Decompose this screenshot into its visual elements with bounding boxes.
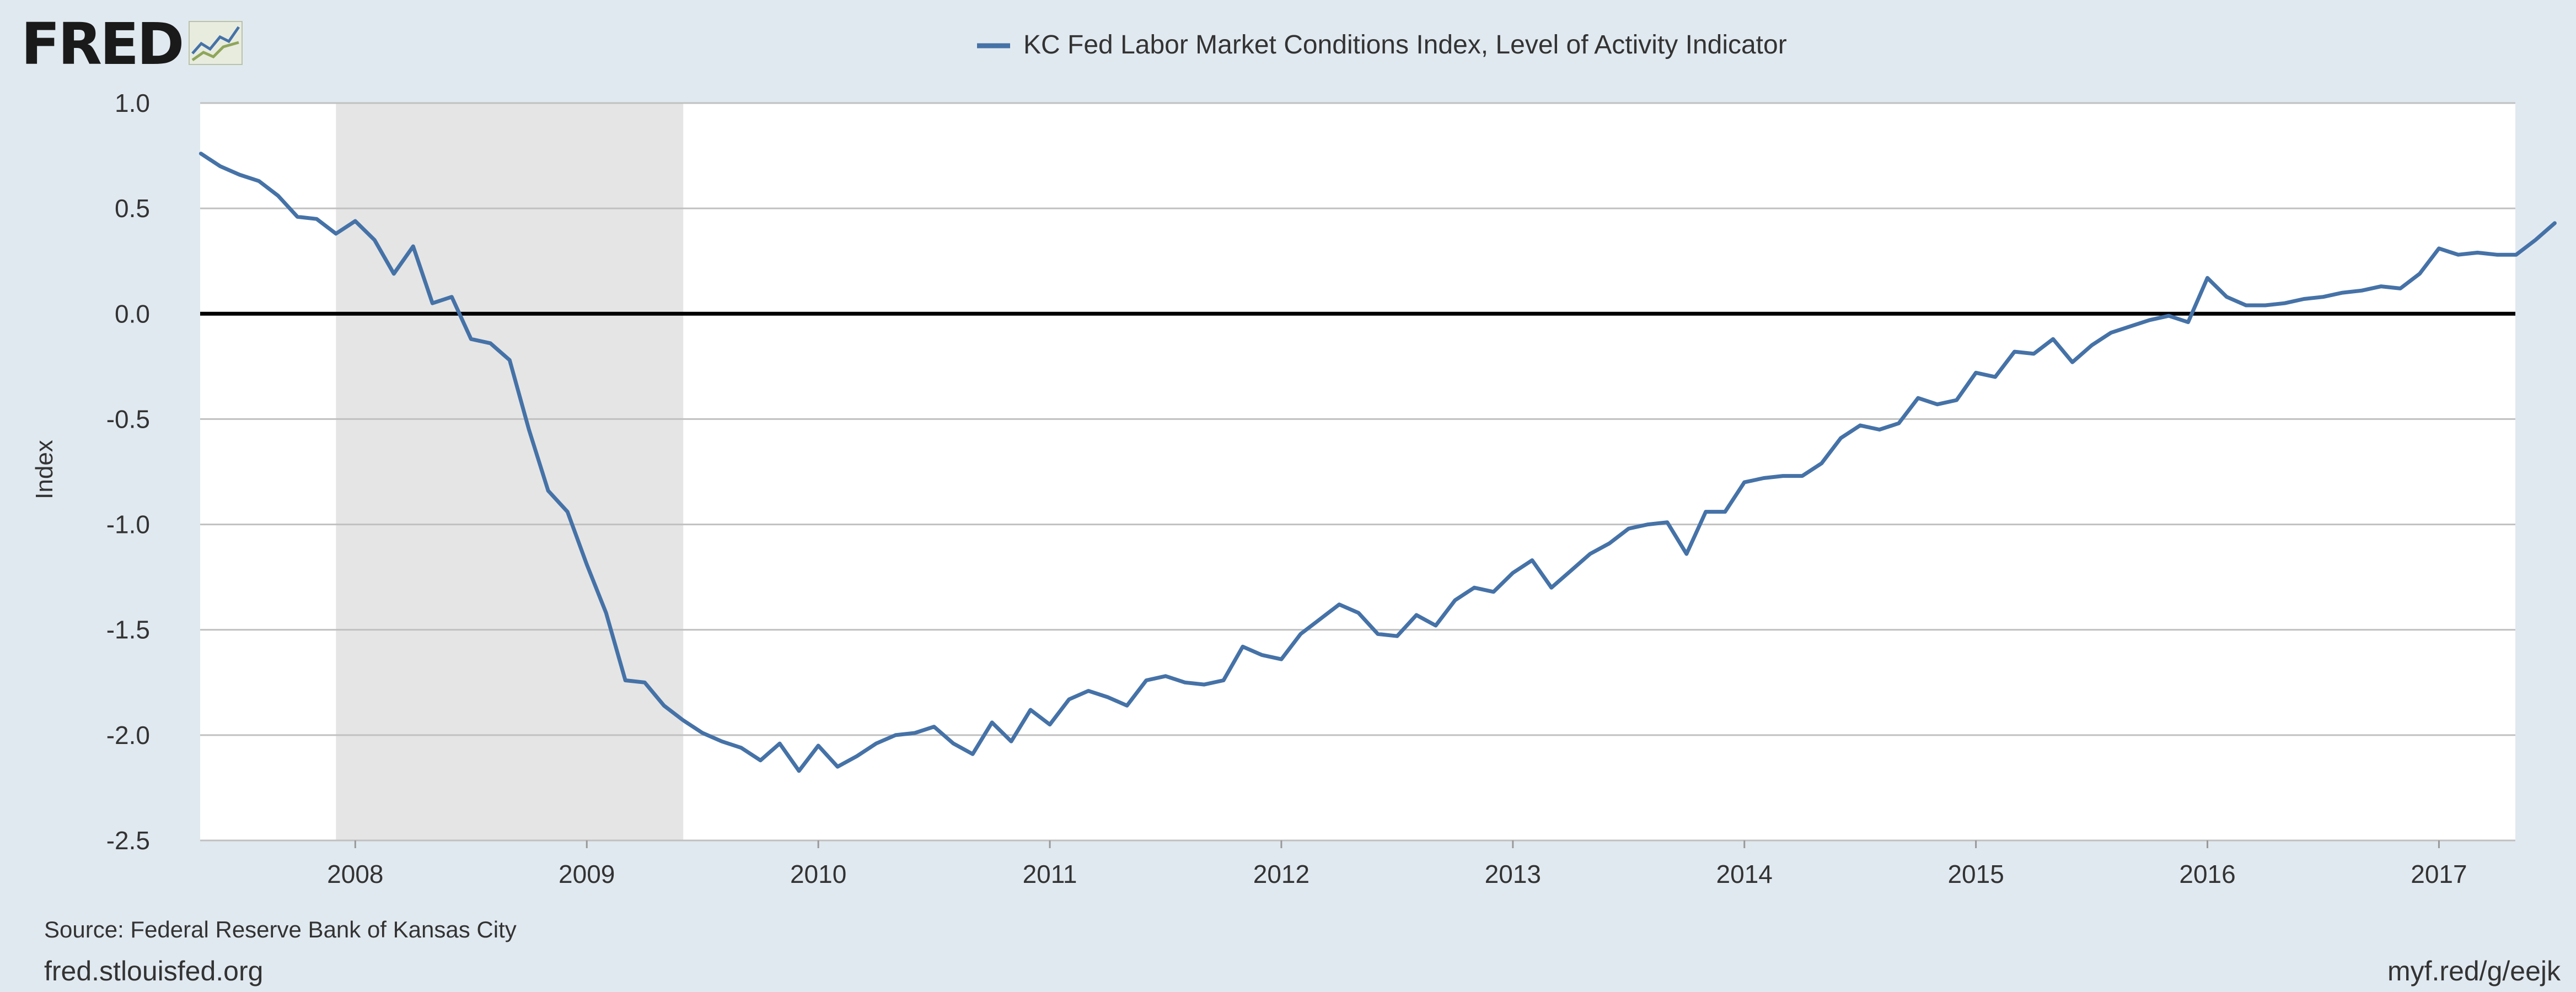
x-tick-label: 2015	[1947, 860, 2004, 888]
fred-logo[interactable]: FRED	[21, 15, 243, 73]
x-tick-label: 2011	[1023, 860, 1077, 888]
x-tick-label: 2012	[1253, 860, 1310, 888]
source-note: Source: Federal Reserve Bank of Kansas C…	[44, 916, 517, 942]
x-tick-label: 2008	[327, 860, 383, 888]
fred-chart-icon	[188, 20, 243, 68]
x-tick-label: 2009	[559, 860, 615, 888]
y-tick-label: 0.0	[115, 299, 150, 328]
series-line[interactable]	[198, 152, 2557, 773]
x-tick-label: 2016	[2179, 860, 2235, 888]
y-tick-label: 0.5	[115, 194, 150, 223]
x-tick-label: 2014	[1716, 860, 1773, 888]
recession-shading	[336, 103, 684, 840]
fred-site-link[interactable]: fred.stlouisfed.org	[44, 956, 264, 986]
y-tick-label: -0.5	[106, 405, 150, 433]
y-tick-label: -2.0	[106, 721, 150, 750]
y-axis-label: Index	[31, 440, 58, 499]
fred-logo-text: FRED	[21, 10, 184, 78]
y-tick-label: -1.0	[106, 510, 150, 539]
y-tick-label: 1.0	[115, 89, 150, 117]
legend-label: KC Fed Labor Market Conditions Index, Le…	[1023, 30, 1787, 60]
legend[interactable]: KC Fed Labor Market Conditions Index, Le…	[977, 30, 1787, 60]
x-tick-label: 2013	[1485, 860, 1541, 888]
y-tick-label: -2.5	[106, 826, 150, 855]
y-tick-label: -1.5	[106, 616, 150, 644]
x-tick-label: 2010	[790, 860, 846, 888]
short-link[interactable]: myf.red/g/eejk	[2387, 956, 2561, 986]
x-tick-label: 2017	[2411, 860, 2467, 888]
